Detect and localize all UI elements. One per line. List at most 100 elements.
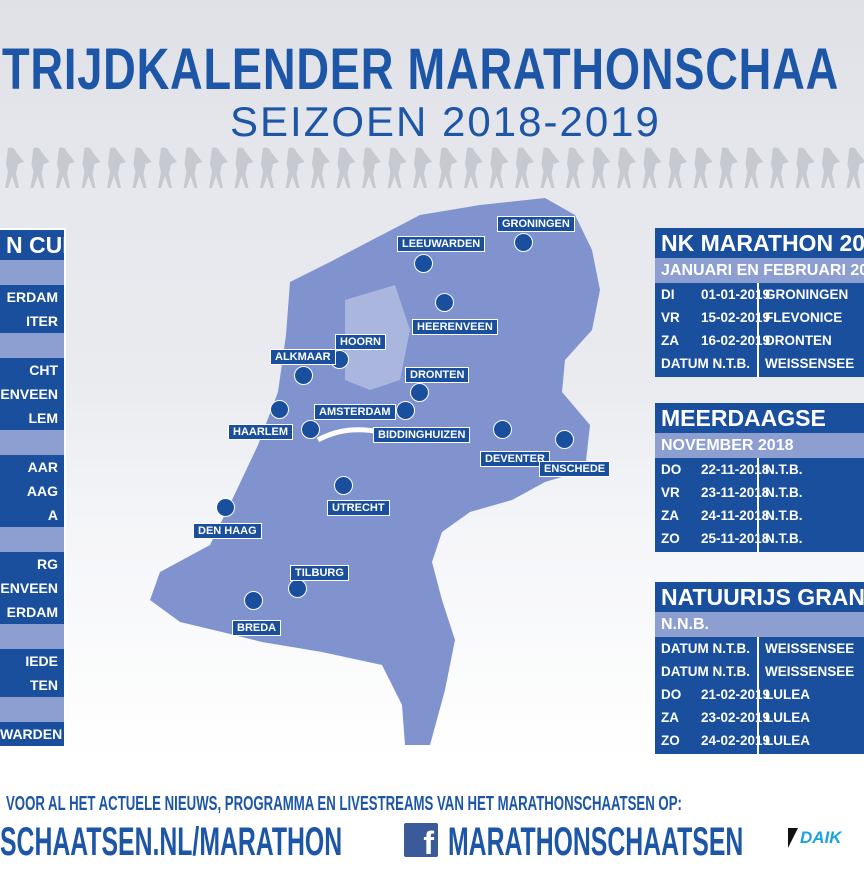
skater-silhouette	[489, 147, 509, 188]
skater-silhouette	[56, 147, 75, 188]
skater-silhouette	[821, 147, 840, 188]
event-date: 01-01-2019	[701, 287, 771, 302]
left-panel-row: WARDEN	[0, 722, 64, 746]
skater-silhouette	[438, 147, 458, 188]
left-panel-row: AAR	[0, 455, 64, 479]
footer-info-text: VOOR AL HET ACTUELE NIEUWS, PROGRAMMA EN…	[6, 793, 682, 815]
event-row: DO 22-11-2018 N.T.B.	[655, 458, 864, 481]
skater-silhouette	[591, 147, 611, 188]
event-location: DRONTEN	[765, 333, 832, 348]
left-panel-row: ENVEEN	[0, 382, 64, 406]
skater-silhouette	[413, 147, 432, 188]
event-panel: MEERDAAGSE NOVEMBER 2018 DO 22-11-2018 N.T.B…	[655, 403, 864, 552]
city-label: ENSCHEDE	[539, 461, 611, 477]
city-marker-icon	[301, 420, 320, 439]
event-day: DO	[661, 462, 682, 477]
event-day: DATUM N.T.B.	[661, 641, 750, 656]
event-row: VR 15-02-2019 FLEVONICE	[655, 306, 864, 329]
event-location: WEISSENSEE	[765, 356, 855, 371]
left-panel-row: LEM	[0, 406, 64, 430]
event-location: LULEA	[765, 687, 810, 702]
panel-subtitle: NOVEMBER 2018	[655, 433, 864, 458]
skater-silhouette	[795, 147, 815, 188]
skater-silhouette	[132, 147, 152, 188]
event-row: ZO 24-02-2019 LULEA	[655, 729, 864, 752]
skater-silhouette	[362, 147, 381, 188]
city-marker-icon	[396, 401, 415, 420]
event-date: 25-11-2018	[701, 531, 770, 546]
panel-title: NATUURIJS GRAND PR	[661, 584, 864, 610]
event-day: ZO	[661, 531, 680, 546]
city-marker-icon	[410, 383, 429, 402]
skater-silhouette	[336, 147, 356, 188]
city-marker-icon	[435, 293, 454, 312]
event-location: N.T.B.	[765, 508, 803, 523]
left-panel-row: ERDAM	[0, 285, 64, 309]
skater-silhouette	[770, 147, 789, 188]
skater-silhouette	[107, 147, 126, 188]
skater-silhouette	[464, 147, 483, 188]
website-link[interactable]: SCHAATSEN.NL/MARATHON	[0, 820, 343, 864]
event-row: DATUM N.T.B. WEISSENSEE	[655, 637, 864, 660]
skater-silhouette	[209, 147, 228, 188]
event-row: ZA 16-02-2019 DRONTEN	[655, 329, 864, 352]
facebook-icon[interactable]: f	[404, 823, 438, 861]
event-date: 16-02-2019	[701, 333, 771, 348]
city-label: BREDA	[232, 620, 282, 636]
left-panel-row: A	[0, 503, 64, 527]
left-panel-row: ERDAM	[0, 600, 64, 624]
left-panel-subheader	[0, 430, 64, 455]
event-day: ZA	[661, 710, 679, 725]
city-label: HOORN	[335, 334, 386, 350]
event-location: LULEA	[765, 733, 810, 748]
skater-silhouette	[540, 147, 560, 188]
facebook-link[interactable]: MARATHONSCHAATSEN	[448, 820, 744, 864]
skater-silhouette	[158, 147, 177, 188]
skater-silhouette	[846, 147, 864, 188]
city-marker-icon	[294, 366, 313, 385]
left-panel-row: IEDE	[0, 649, 64, 673]
skater-silhouette	[744, 147, 764, 188]
skater-silhouette	[311, 147, 330, 188]
left-panel-row: TEN	[0, 673, 64, 697]
event-location: FLEVONICE	[765, 310, 843, 325]
left-panel-row: CHT	[0, 358, 64, 382]
left-panel-row: ENVEEN	[0, 576, 64, 600]
skater-silhouette	[566, 147, 585, 188]
event-day: ZA	[661, 333, 679, 348]
left-panel-title: N CUP	[0, 230, 64, 260]
city-label: LEEUWARDEN	[397, 236, 486, 252]
event-panel: NATUURIJS GRAND PRN.N.B. DATUM N.T.B. WEIS…	[655, 582, 864, 754]
skater-silhouette	[693, 147, 713, 188]
event-row: DI 01-01-2019 GRONINGEN	[655, 283, 864, 306]
city-marker-icon	[216, 498, 235, 517]
city-label: AMSTERDAM	[314, 404, 396, 420]
sponsor-logo: DAIK	[800, 828, 842, 847]
event-panel: NK MARATHON 2019JANUARI EN FEBRUARI 2019…	[655, 228, 864, 377]
event-day: DO	[661, 687, 682, 702]
left-panel-subheader	[0, 624, 64, 649]
left-panel-row: AAG	[0, 479, 64, 503]
city-label: HEERENVEEN	[412, 319, 498, 335]
event-row: DO 21-02-2019 LULEA	[655, 683, 864, 706]
city-label: ALKMAAR	[270, 349, 336, 365]
left-panel-row: RG	[0, 552, 64, 576]
skater-silhouette	[642, 147, 662, 188]
event-row: ZA 24-11-2018 N.T.B.	[655, 504, 864, 527]
skater-silhouette	[668, 147, 687, 188]
column-divider	[757, 283, 759, 377]
skater-silhouette	[260, 147, 279, 188]
skater-silhouette	[30, 147, 50, 188]
panel-subtitle: N.N.B.	[655, 612, 864, 637]
event-date: 21-02-2019	[701, 687, 771, 702]
event-row: ZA 23-02-2019 LULEA	[655, 706, 864, 729]
panel-subtitle: JANUARI EN FEBRUARI 2019	[655, 258, 864, 283]
panel-title: MEERDAAGSE	[661, 405, 826, 431]
city-marker-icon	[244, 591, 263, 610]
event-date: 22-11-2018	[701, 462, 770, 477]
skater-silhouette	[285, 147, 305, 188]
city-label: GRONINGEN	[497, 216, 575, 232]
column-divider	[757, 637, 759, 754]
city-label: DEVENTER	[480, 451, 550, 467]
event-day: VR	[661, 310, 680, 325]
